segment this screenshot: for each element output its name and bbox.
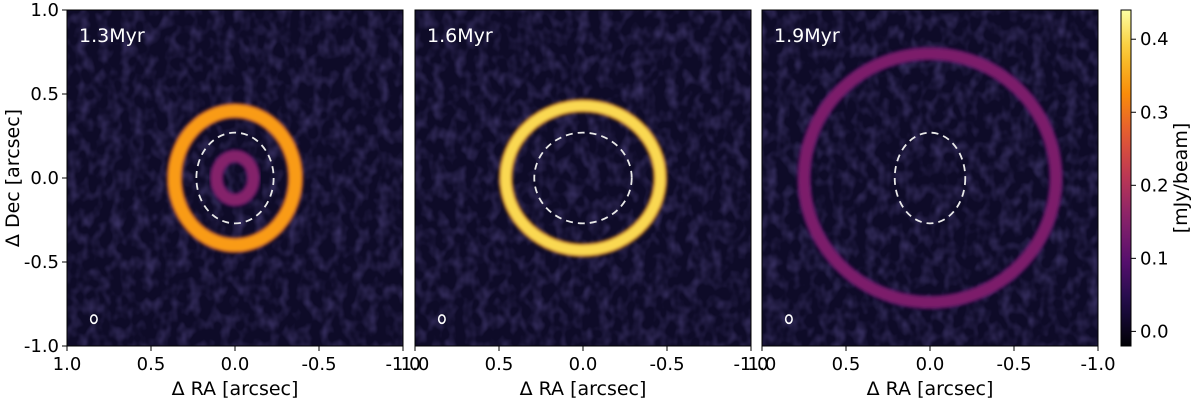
y-tick-label: -0.5 (24, 252, 59, 273)
colorbar-frame (1120, 9, 1132, 347)
x-tick-label: 1.0 (53, 354, 82, 375)
x-tick-label: 0.5 (137, 354, 166, 375)
colorbar-tick-label: 0.1 (1140, 248, 1169, 269)
x-tick-label: 1.0 (748, 354, 777, 375)
y-tick-label: -1.0 (24, 336, 59, 357)
x-axis-title: Δ RA [arcsec] (520, 378, 647, 400)
noise-texture (67, 10, 403, 346)
x-tick-label: 1.0 (401, 354, 430, 375)
beam-ellipse (89, 314, 98, 325)
x-axis-title: Δ RA [arcsec] (172, 378, 299, 400)
colorbar-tick-label: 0.4 (1140, 29, 1169, 50)
noise-texture (762, 10, 1098, 346)
x-tick-label: -0.5 (649, 354, 684, 375)
panel-1: 1.3Myr 1.0 0.5 0.0 -0.5 -1.0 Δ RA [arcsec] -1.0… (2, 0, 421, 400)
x-tick-label: -1.0 (1080, 354, 1115, 375)
y-tick-label: 1.0 (30, 0, 59, 21)
y-axis-title: Δ Dec [arcsec] (2, 109, 24, 247)
dashed-ellipse (533, 131, 633, 225)
ring-1 (798, 48, 1062, 308)
panel-label: 1.3Myr (79, 25, 145, 47)
noise-texture (415, 10, 751, 346)
beam-ellipse (784, 314, 793, 325)
x-axis-title: Δ RA [arcsec] (867, 378, 994, 400)
panel-2: 1.6Myr 1.0 0.5 0.0 -0.5 -1.0 Δ RA [arcsec] (401, 9, 769, 400)
panel-label: 1.6Myr (427, 25, 493, 47)
x-tick-label: 0.0 (916, 354, 945, 375)
panel-3: 1.9Myr 1.0 0.5 0.0 -0.5 -1.0 Δ RA [arcsec] (748, 9, 1116, 400)
dashed-ellipse (195, 131, 275, 225)
x-tick-label: -1.0 (385, 354, 420, 375)
x-tick-label: 0.5 (832, 354, 861, 375)
dashed-ellipse (893, 131, 967, 225)
colorbar-tick-label: 0.0 (1140, 321, 1169, 342)
x-tick-label: 0.5 (485, 354, 514, 375)
panel-label: 1.9Myr (774, 25, 840, 47)
colorbar-gradient (1121, 10, 1131, 346)
colorbar-tick-label: 0.3 (1140, 102, 1169, 123)
beam-ellipse (437, 314, 446, 325)
x-tick-label: -0.5 (301, 354, 336, 375)
x-tick-label: 0.0 (569, 354, 598, 375)
ring-1 (500, 100, 666, 256)
x-tick-label: 0.0 (221, 354, 250, 375)
x-tick-label: -0.5 (996, 354, 1031, 375)
ring-1 (168, 104, 302, 252)
colorbar-tick-label: 0.2 (1140, 175, 1169, 196)
y-tick-label: 0.0 (30, 168, 59, 189)
colorbar-label: [mJy/beam] (1170, 123, 1192, 233)
x-tick-label: -1.0 (733, 354, 768, 375)
colorbar: 0.0 0.1 0.2 0.3 0.4 [mJy/beam] (1120, 9, 1192, 347)
y-tick-label: 0.5 (30, 84, 59, 105)
ring-2 (210, 150, 260, 206)
panels: 1.3Myr 1.0 0.5 0.0 -0.5 -1.0 Δ RA [arcsec] -1.0… (2, 0, 1116, 400)
